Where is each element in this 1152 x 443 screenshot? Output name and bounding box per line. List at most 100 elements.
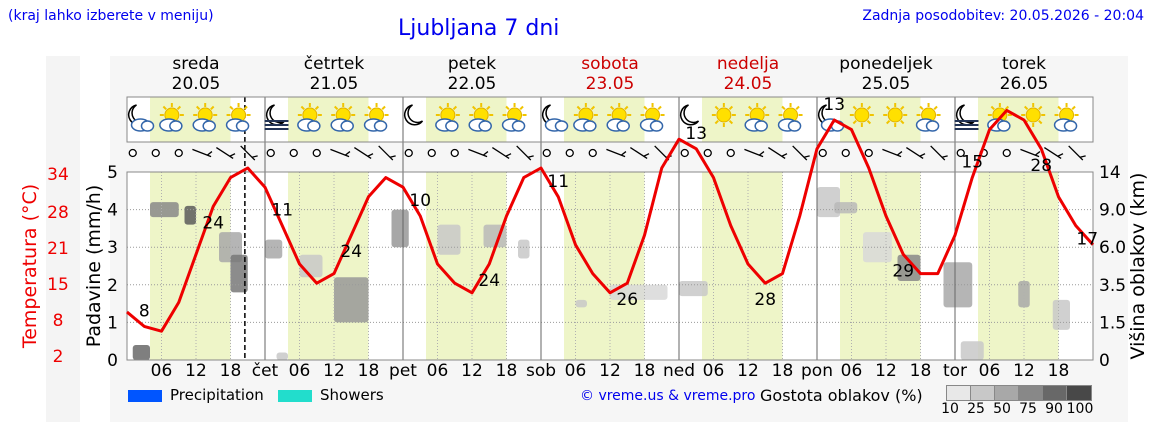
wind-barb-icon bbox=[192, 148, 213, 158]
temp-tick: 2 bbox=[53, 347, 64, 367]
cloud-density-block bbox=[334, 277, 369, 323]
coverage-label: 10 bbox=[941, 401, 959, 417]
cloud-height-tick: 9.0 bbox=[1099, 201, 1126, 221]
precip-tick: 2 bbox=[107, 276, 118, 296]
cloud-height-tick: 0 bbox=[1099, 351, 1110, 371]
wind-barb-icon bbox=[516, 145, 534, 161]
moon-shape bbox=[679, 104, 700, 126]
sun-icon bbox=[849, 103, 874, 127]
day-name: sreda bbox=[172, 54, 219, 74]
wind-barb-icon bbox=[744, 148, 765, 158]
cloud-density-block bbox=[897, 254, 921, 282]
moon-icon bbox=[403, 104, 424, 126]
day-abbr-tick: pet bbox=[389, 361, 417, 381]
wind-barb-icon bbox=[378, 145, 396, 161]
wind-calm-icon bbox=[703, 148, 712, 158]
day-date: 21.05 bbox=[310, 74, 359, 94]
day-date: 24.05 bbox=[724, 74, 773, 94]
sun-ray bbox=[300, 105, 305, 111]
sun-ray bbox=[795, 105, 800, 111]
wind-barb-flag bbox=[527, 155, 534, 158]
cloud-density-block bbox=[265, 239, 283, 259]
fog-moon-icon bbox=[264, 104, 289, 130]
coverage-label: 75 bbox=[1019, 401, 1037, 417]
day-name: sobota bbox=[581, 54, 639, 74]
sun-ray bbox=[714, 105, 719, 111]
hour-tick: 18 bbox=[1048, 361, 1070, 381]
daylight-band bbox=[564, 97, 645, 142]
wind-calm-icon bbox=[312, 148, 321, 158]
cloud-shape bbox=[140, 120, 155, 132]
cloud-density-block bbox=[230, 254, 248, 293]
sun-cloud-icon bbox=[192, 103, 218, 132]
sun-cloud-icon bbox=[915, 103, 941, 132]
fog-moon-icon bbox=[954, 104, 979, 130]
precip-axis-label: Padavine (mm/h) bbox=[83, 185, 105, 348]
sun-ray bbox=[348, 105, 353, 111]
hour-tick: 06 bbox=[841, 361, 863, 381]
hour-tick: 06 bbox=[703, 361, 725, 381]
wind-barb-flag bbox=[941, 155, 948, 158]
daylight-band bbox=[840, 97, 921, 142]
wind-calm-icon bbox=[289, 148, 298, 158]
sun-ray bbox=[176, 105, 182, 111]
daylight-band bbox=[978, 172, 1059, 360]
cloud-height-tick: 6.0 bbox=[1099, 238, 1126, 258]
cloud-shape bbox=[478, 120, 492, 132]
wind-barb-flag bbox=[367, 153, 374, 157]
sun-ray bbox=[229, 105, 234, 111]
sun-cloud-icon bbox=[744, 103, 770, 132]
temperature-label: 28 bbox=[1030, 156, 1052, 176]
day-abbr-tick: čet bbox=[252, 361, 279, 381]
legend-showers-label: Showers bbox=[320, 386, 384, 404]
precip-tick: 0 bbox=[107, 351, 118, 371]
sun-ray bbox=[1038, 119, 1043, 125]
wind-barb-icon bbox=[354, 147, 374, 159]
legend-precipitation-label: Precipitation bbox=[170, 386, 264, 404]
sun-ray bbox=[505, 105, 510, 111]
sun-cloud-icon bbox=[435, 103, 460, 132]
temperature-label: 11 bbox=[271, 201, 293, 221]
sun-ray bbox=[762, 105, 767, 111]
day-abbr-tick: ned bbox=[663, 361, 695, 381]
temperature-label: 13 bbox=[685, 124, 707, 144]
legend-showers: Showers bbox=[278, 386, 384, 404]
sun-ray bbox=[610, 105, 615, 111]
sun-cloud-icon bbox=[573, 103, 598, 132]
daylight-band bbox=[978, 97, 1059, 142]
daylight-band bbox=[702, 172, 783, 360]
coverage-swatch bbox=[1042, 385, 1068, 401]
precip-axis: 0 1 2 3 4 5 bbox=[107, 163, 118, 371]
cloud-density-block bbox=[679, 281, 708, 297]
wind-barb-icon bbox=[930, 145, 948, 161]
sun-ray bbox=[866, 105, 872, 111]
sun-ray bbox=[714, 119, 719, 125]
sun-cloud-icon bbox=[639, 103, 665, 132]
wind-barb-flag bbox=[803, 155, 810, 158]
cloud-density-block bbox=[1052, 299, 1070, 330]
sun-cloud-icon bbox=[225, 103, 251, 132]
sun-ray bbox=[781, 105, 786, 111]
hour-tick: 18 bbox=[496, 361, 518, 381]
wind-barb-icon bbox=[1020, 148, 1041, 158]
temperature-label: 24 bbox=[202, 213, 224, 233]
location-hint: (kraj lahko izberete v meniju) bbox=[8, 8, 214, 24]
sun-ray bbox=[990, 105, 995, 111]
sun-ray bbox=[162, 105, 167, 111]
legend-precipitation: Precipitation bbox=[128, 386, 264, 404]
left-axis-panel bbox=[46, 56, 80, 422]
sun-ray bbox=[519, 105, 524, 111]
hour-tick: 12 bbox=[461, 361, 483, 381]
wind-barb-icon bbox=[468, 148, 489, 158]
temperature-label: 26 bbox=[616, 290, 638, 310]
wind-barb-flag bbox=[781, 153, 788, 157]
sun-cloud-icon bbox=[330, 103, 356, 132]
cloud-density-block bbox=[391, 209, 409, 248]
cloud-shape bbox=[373, 120, 388, 132]
sun-ray bbox=[900, 105, 905, 111]
cloud-height-axis: 0 1.5 3.5 6.0 9.0 14 bbox=[1099, 163, 1126, 371]
sun-cloud-icon bbox=[606, 103, 632, 132]
cloud-shape bbox=[583, 120, 597, 132]
